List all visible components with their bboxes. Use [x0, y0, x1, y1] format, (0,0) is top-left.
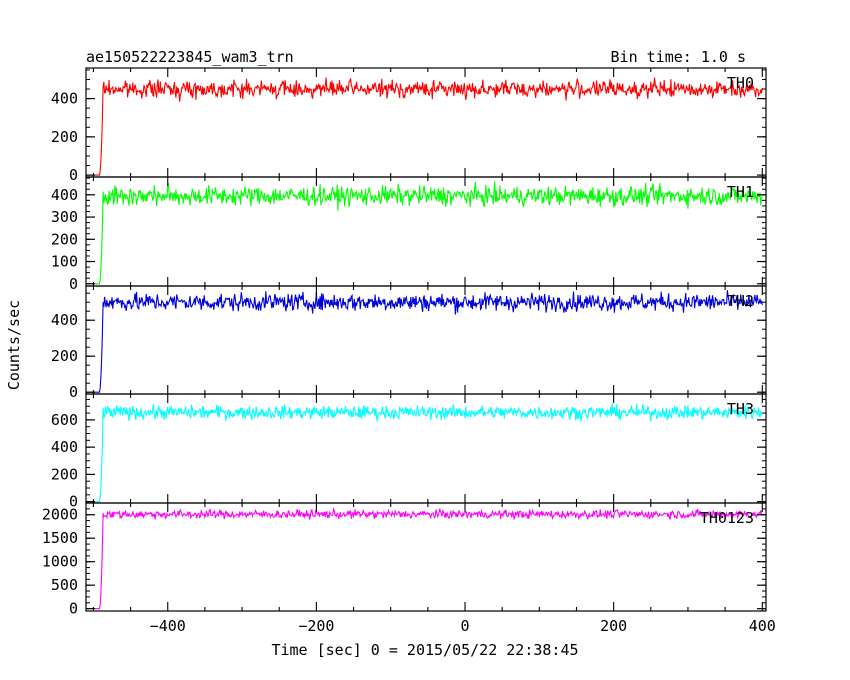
y-tick-label: 400 [51, 90, 78, 108]
x-tick-label: 400 [749, 617, 776, 635]
y-tick-label: 400 [51, 311, 78, 329]
x-axis-label: Time [sec] 0 = 2015/05/22 22:38:45 [271, 641, 578, 659]
panel-th1: 0 100 200 300 400 TH1 [51, 176, 767, 293]
y-tick-label: 400 [51, 186, 78, 204]
y-tick-label: 600 [51, 411, 78, 429]
y-tick-label: 2000 [42, 506, 78, 524]
series-line-th0123 [91, 507, 763, 610]
panel-label-th3: TH3 [727, 400, 754, 418]
chart-title: ae150522223845_wam3_trn [86, 48, 294, 66]
panel-th3: 0 200 400 600 TH3 [51, 393, 767, 511]
x-axis: −400 −200 0 200 400 [150, 617, 776, 635]
panel-th0: 0 200 400 TH0 [51, 67, 767, 184]
y-tick-label: 1000 [42, 553, 78, 571]
panel-label-th0123: TH0123 [700, 509, 754, 527]
y-tick-label: 0 [69, 493, 78, 511]
y-tick-label: 0 [69, 383, 78, 401]
y-tick-label: 200 [51, 230, 78, 248]
series-line-th1 [91, 181, 763, 285]
panel-th0123: 0 500 1000 1500 2000 TH0123 [42, 502, 767, 618]
y-tick-label: 200 [51, 347, 78, 365]
series-line-th0 [91, 77, 763, 176]
x-tick-label: 200 [600, 617, 627, 635]
y-tick-label: 300 [51, 208, 78, 226]
y-tick-label: 200 [51, 128, 78, 146]
y-tick-label: 100 [51, 253, 78, 271]
panel-frame [85, 502, 767, 612]
y-tick-label: 400 [51, 438, 78, 456]
x-tick-label: −400 [150, 617, 186, 635]
series-line-th3 [91, 403, 763, 503]
y-tick-label: 0 [69, 166, 78, 184]
y-tick-label: 1500 [42, 529, 78, 547]
y-tick-label: 200 [51, 465, 78, 483]
panel-th2: 0 200 400 TH2 [51, 285, 767, 401]
x-tick-label: −200 [298, 617, 334, 635]
panel-label-th2: TH2 [727, 292, 754, 310]
x-tick-label: 0 [461, 617, 470, 635]
y-tick-label: 0 [69, 275, 78, 293]
panel-label-th0: TH0 [727, 74, 754, 92]
series-line-th2 [91, 290, 763, 393]
bin-time-label: Bin time: 1.0 s [611, 48, 746, 66]
y-tick-label: 0 [69, 600, 78, 618]
panel-label-th1: TH1 [727, 183, 754, 201]
y-axis-label: Counts/sec [5, 300, 23, 390]
y-tick-label: 500 [51, 576, 78, 594]
